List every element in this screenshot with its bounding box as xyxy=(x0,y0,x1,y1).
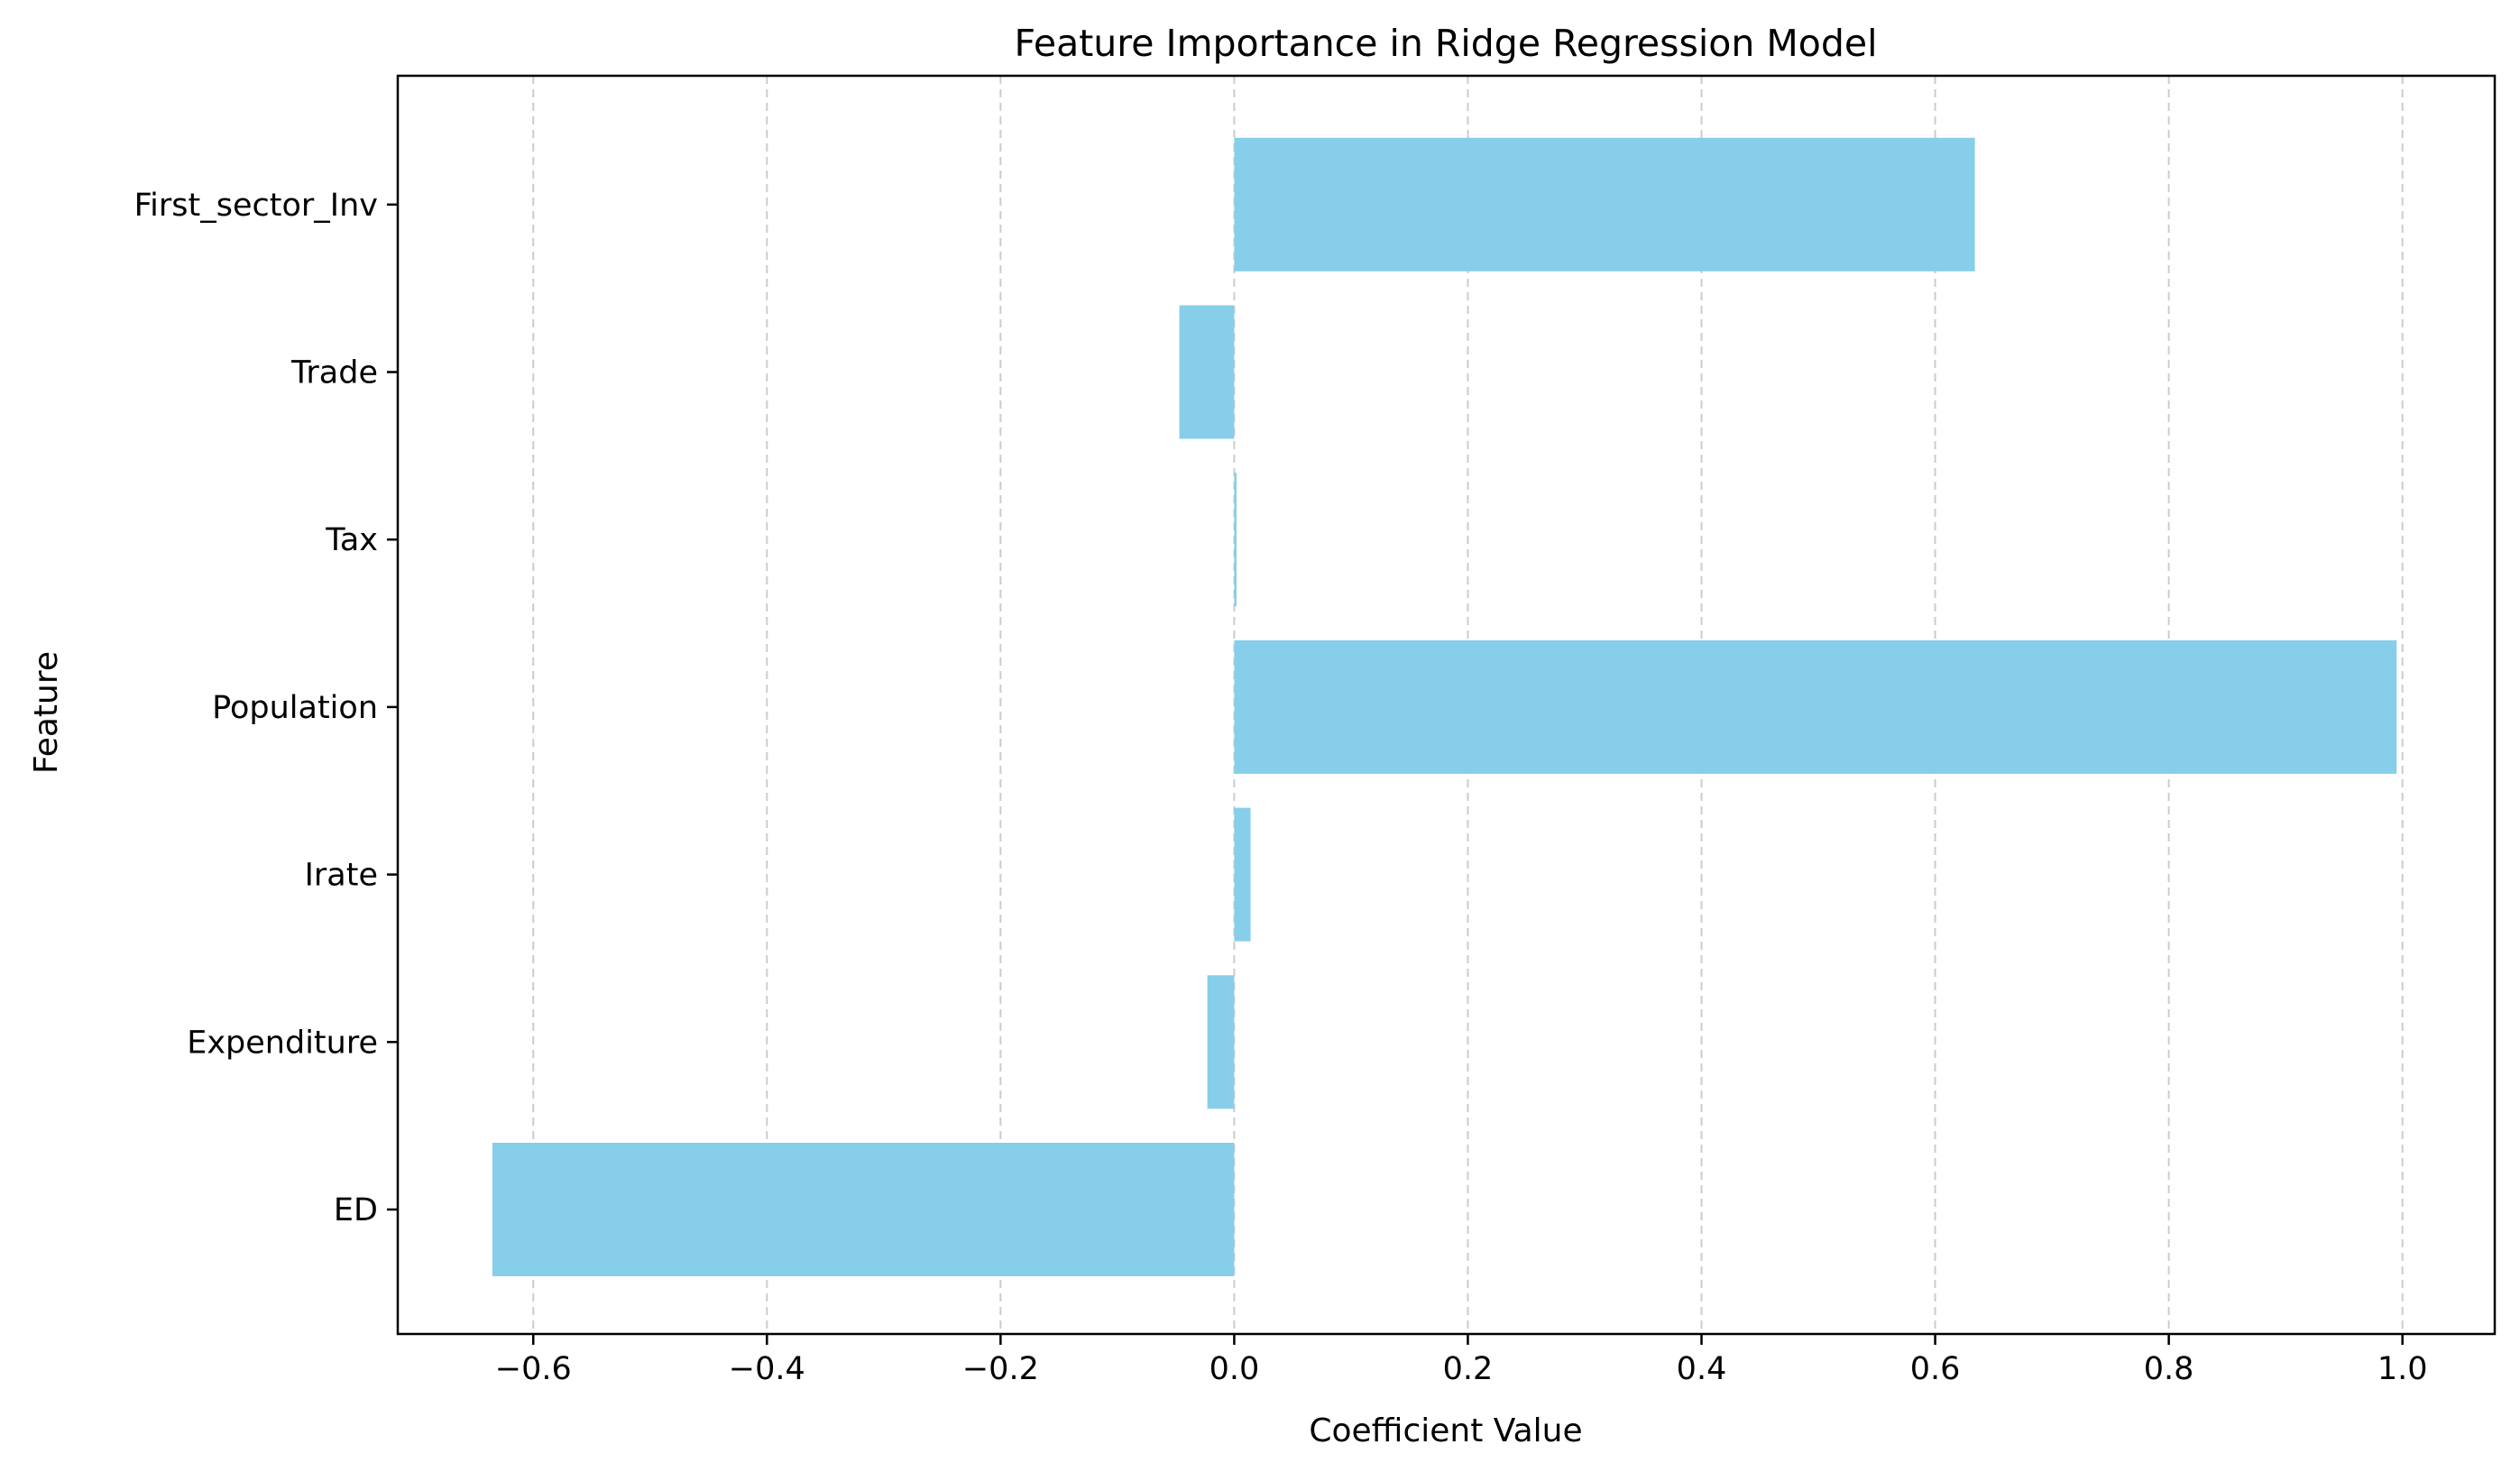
x-tick-label: 0.0 xyxy=(1209,1351,1260,1387)
x-tick-label: −0.4 xyxy=(729,1351,805,1387)
x-tick-label: 0.8 xyxy=(2144,1351,2194,1387)
bar-irate xyxy=(1234,807,1251,942)
chart-title: Feature Importance in Ridge Regression M… xyxy=(1015,22,1878,65)
bar-ed xyxy=(492,1143,1235,1276)
x-tick-label: 1.0 xyxy=(2377,1351,2428,1387)
x-tick-label: 0.6 xyxy=(1910,1351,1961,1387)
y-tick-label: Expenditure xyxy=(187,1025,378,1061)
x-axis-label: Coefficient Value xyxy=(1309,1412,1582,1449)
bar-trade xyxy=(1179,305,1235,439)
y-tick-label: ED xyxy=(334,1192,378,1228)
y-axis-label: Feature xyxy=(28,651,65,774)
x-tick-label: 0.4 xyxy=(1677,1351,1727,1387)
x-tick-label: 0.2 xyxy=(1443,1351,1494,1387)
x-tick-label: −0.2 xyxy=(962,1351,1039,1387)
y-tick-label: Irate xyxy=(305,858,378,894)
plot-frame xyxy=(396,74,2497,1336)
bars xyxy=(492,137,2397,1276)
x-tick-label: −0.6 xyxy=(495,1351,572,1387)
y-tick-label: Trade xyxy=(290,355,378,391)
bar-tax xyxy=(1234,473,1237,607)
y-tick-label: Population xyxy=(212,690,378,726)
y-axis: ED Expenditure Irate Population Tax Trade Firs… xyxy=(134,188,398,1228)
y-tick-label: Tax xyxy=(325,522,378,558)
bar-first-sector-inv xyxy=(1234,137,1975,271)
y-tick-label: First_sector_Inv xyxy=(134,188,378,224)
bar-expenditure xyxy=(1207,975,1235,1109)
bar-population xyxy=(1234,639,2397,774)
x-axis: −0.6 −0.4 −0.2 0.0 0.2 0.4 0.6 0.8 1.0 xyxy=(495,1334,2428,1387)
